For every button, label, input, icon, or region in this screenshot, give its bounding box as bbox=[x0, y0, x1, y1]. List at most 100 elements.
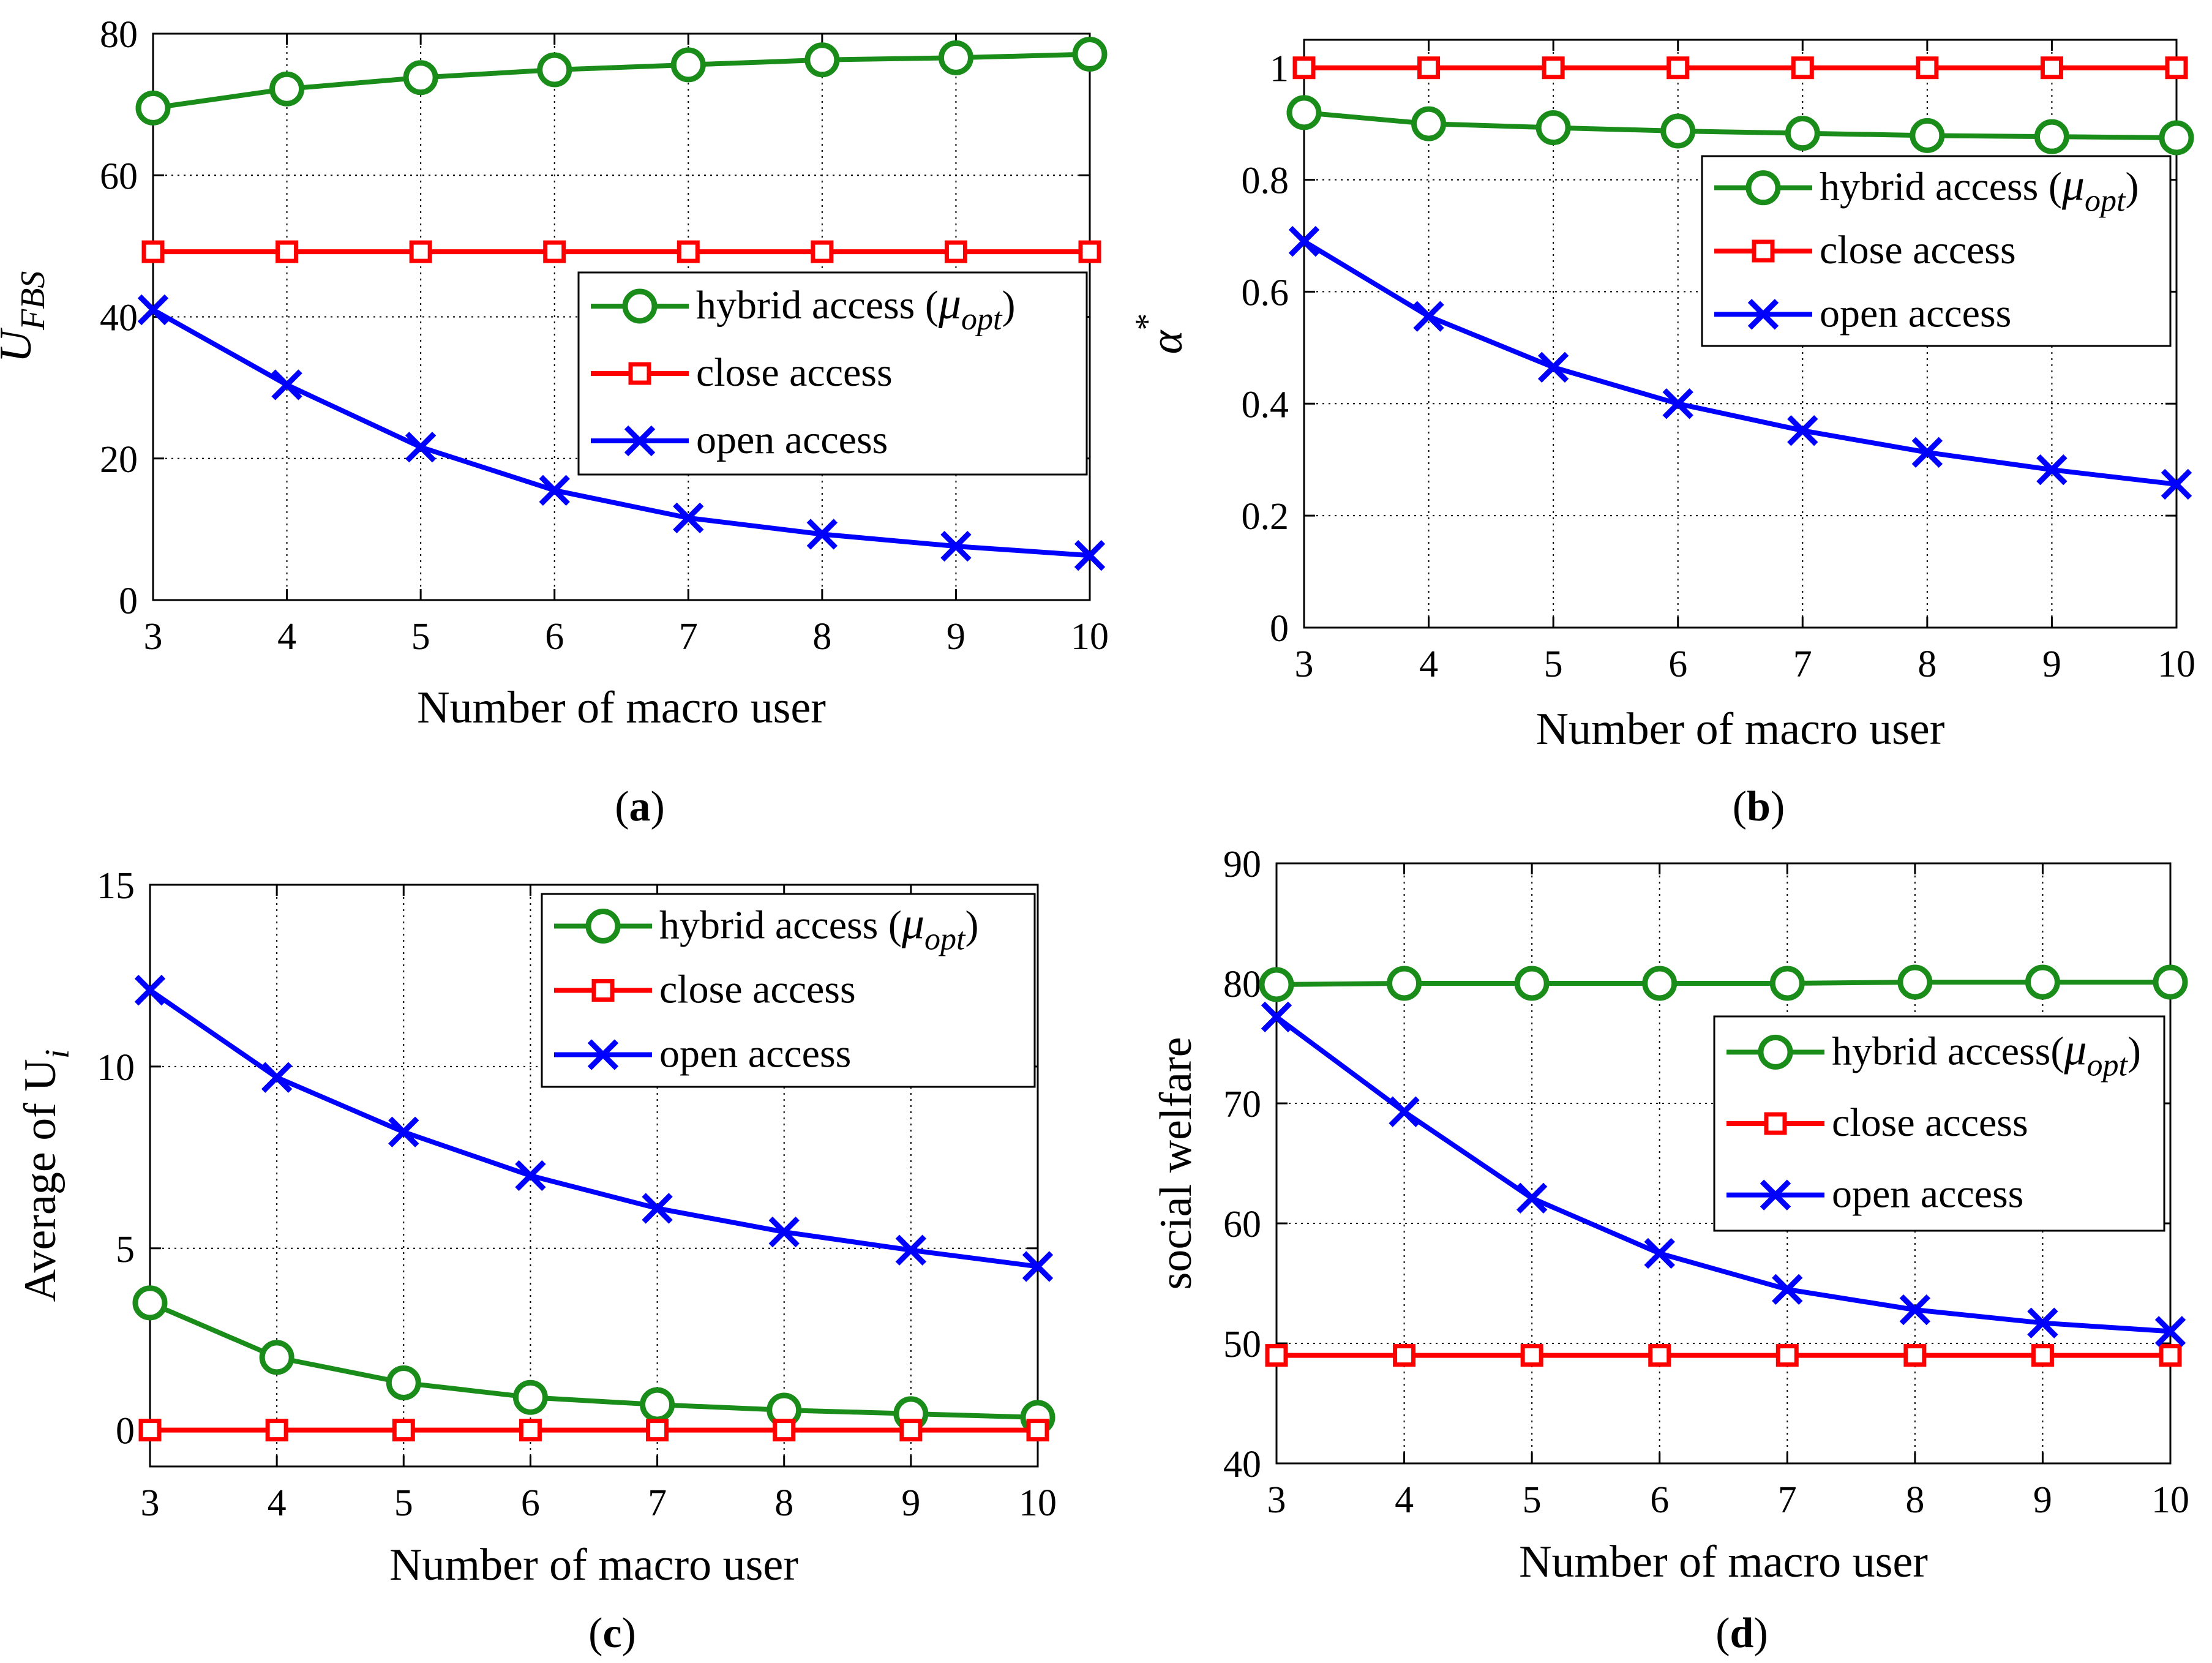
x-tick-label: 7 bbox=[1793, 644, 1812, 685]
y-tick-label: 10 bbox=[97, 1047, 135, 1089]
x-tick-label: 8 bbox=[812, 616, 831, 658]
x-tick-label: 4 bbox=[1419, 644, 1438, 685]
x-tick-label: 10 bbox=[2158, 644, 2195, 685]
y-tick-label: 60 bbox=[1223, 1204, 1261, 1245]
legend-swatch-marker bbox=[622, 288, 658, 324]
x-tick-label: 10 bbox=[2151, 1479, 2189, 1521]
data-point bbox=[515, 1160, 546, 1192]
data-point bbox=[1542, 56, 1565, 80]
legend-swatch-marker bbox=[624, 425, 656, 457]
data-point bbox=[1393, 1344, 1416, 1367]
data-point bbox=[2153, 964, 2188, 1000]
x-tick-label: 5 bbox=[1523, 1479, 1542, 1521]
data-point bbox=[940, 530, 972, 562]
data-point bbox=[134, 975, 166, 1006]
x-axis-label: Number of macro user bbox=[417, 683, 826, 733]
y-tick-label: 0 bbox=[119, 580, 138, 622]
data-point bbox=[1387, 966, 1422, 1001]
data-point bbox=[261, 1062, 293, 1093]
x-tick-label: 4 bbox=[277, 616, 296, 658]
series-square bbox=[138, 1419, 1049, 1442]
y-tick-label: 1 bbox=[1270, 48, 1289, 90]
data-point bbox=[1660, 113, 1696, 149]
x-tick-label: 7 bbox=[679, 616, 698, 658]
panel-d: 3 4 5 6 7 8 9 10 40 50 60 70 80 90 hybrid access(μopt)… bbox=[1151, 844, 2189, 1657]
x-tick-label: 4 bbox=[268, 1482, 287, 1524]
x-tick-label: 6 bbox=[521, 1482, 540, 1524]
x-tick-label: 3 bbox=[1295, 644, 1314, 685]
y-tick-label: 50 bbox=[1223, 1324, 1261, 1365]
data-point bbox=[2031, 1344, 2054, 1367]
x-tick-label: 9 bbox=[947, 616, 965, 658]
series-x bbox=[134, 975, 1054, 1282]
legend-entry: hybrid access (μopt) bbox=[696, 279, 1015, 337]
x-tick-label: 3 bbox=[144, 616, 163, 658]
series-line bbox=[1303, 110, 2177, 140]
data-point bbox=[1389, 1096, 1420, 1127]
data-point bbox=[386, 1365, 421, 1400]
data-point bbox=[403, 60, 438, 96]
series-line bbox=[152, 51, 1090, 111]
series-circle bbox=[1259, 964, 2188, 1002]
data-point bbox=[1903, 1344, 1927, 1367]
data-point bbox=[1516, 1182, 1548, 1214]
x-tick-label: 6 bbox=[545, 616, 564, 658]
series-x bbox=[137, 294, 1106, 571]
data-point bbox=[543, 240, 566, 263]
legend-swatch-marker bbox=[1760, 1179, 1791, 1211]
data-point bbox=[1259, 967, 1294, 1002]
y-tick-label: 80 bbox=[100, 14, 138, 56]
legend-swatch-marker bbox=[1764, 1112, 1787, 1135]
data-point bbox=[1417, 56, 1441, 80]
data-point bbox=[1911, 437, 1943, 468]
data-point bbox=[2034, 119, 2069, 154]
data-point bbox=[1413, 301, 1444, 332]
data-point bbox=[132, 1285, 168, 1321]
y-tick-label: 40 bbox=[1223, 1444, 1261, 1485]
data-point bbox=[646, 1419, 669, 1442]
x-tick-label: 6 bbox=[1650, 1479, 1669, 1521]
data-point bbox=[640, 1387, 675, 1422]
data-point bbox=[1787, 415, 1818, 446]
legend-entry: close access bbox=[1820, 228, 2016, 272]
x-tick-label: 10 bbox=[1019, 1482, 1057, 1524]
series-line bbox=[1275, 1015, 2171, 1334]
y-tick-label: 60 bbox=[100, 156, 138, 197]
y-tick-label: 40 bbox=[100, 298, 138, 339]
data-point bbox=[677, 240, 700, 263]
data-point bbox=[141, 240, 165, 263]
data-point bbox=[773, 1419, 796, 1442]
data-point bbox=[1916, 56, 1939, 80]
data-point bbox=[539, 475, 570, 506]
x-tick-label: 8 bbox=[1918, 644, 1936, 685]
data-point bbox=[2159, 1344, 2182, 1367]
legend-entry: close access bbox=[659, 967, 856, 1012]
data-point bbox=[2027, 1307, 2058, 1338]
x-tick-label: 6 bbox=[1668, 644, 1687, 685]
panel-caption: (c) bbox=[588, 1610, 636, 1657]
series-line bbox=[152, 307, 1090, 558]
data-point bbox=[2040, 56, 2063, 80]
data-point bbox=[1261, 1001, 1292, 1033]
series-circle bbox=[1286, 95, 2194, 156]
legend-swatch-marker bbox=[585, 909, 621, 944]
data-point bbox=[405, 432, 437, 463]
legend-entry: open access bbox=[696, 418, 888, 462]
y-tick-label: 20 bbox=[100, 439, 138, 481]
legend-swatch-marker bbox=[587, 1039, 619, 1070]
x-tick-label: 8 bbox=[1905, 1479, 1924, 1521]
data-point bbox=[392, 1419, 415, 1442]
data-point bbox=[1899, 1294, 1931, 1326]
series-line bbox=[1276, 980, 2170, 987]
data-point bbox=[938, 40, 973, 75]
series-square bbox=[141, 240, 1101, 263]
data-point bbox=[1644, 1237, 1675, 1269]
y-tick-label: 5 bbox=[116, 1229, 135, 1271]
data-point bbox=[1897, 964, 1933, 1000]
x-tick-label: 4 bbox=[1395, 1479, 1414, 1521]
data-point bbox=[2161, 468, 2192, 500]
series-square bbox=[1265, 1344, 2182, 1367]
data-point bbox=[1292, 56, 1316, 80]
series-line bbox=[1302, 239, 2177, 487]
